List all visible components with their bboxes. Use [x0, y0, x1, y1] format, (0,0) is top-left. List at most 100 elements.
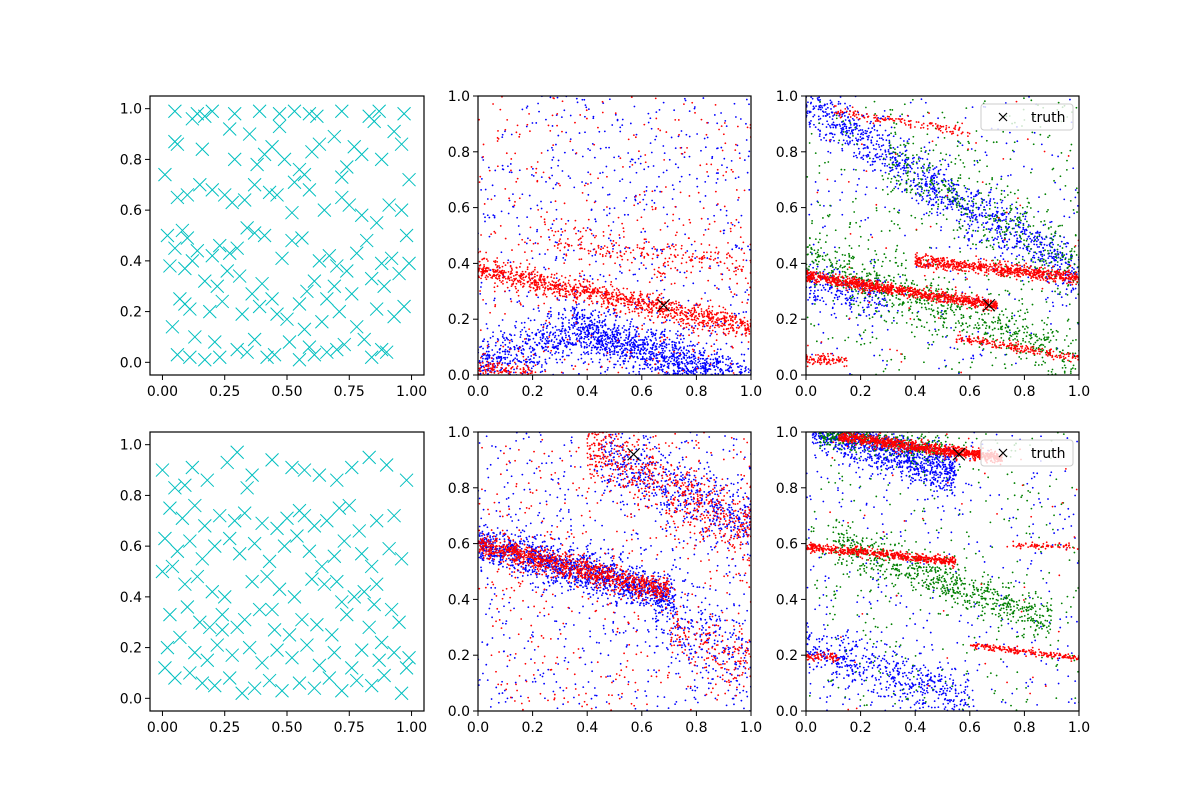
data-point [504, 128, 507, 131]
data-point [972, 205, 974, 208]
data-point [557, 159, 560, 162]
data-point [685, 326, 688, 329]
data-point [747, 347, 750, 350]
data-point [1016, 140, 1019, 143]
data-point-x-marker [327, 129, 342, 144]
data-point [577, 335, 580, 337]
data-point-x-marker [337, 337, 352, 352]
data-point [623, 324, 625, 327]
data-point [626, 341, 629, 344]
data-point [568, 319, 570, 322]
data-point [723, 319, 726, 322]
data-point [865, 186, 868, 189]
data-point [675, 332, 677, 335]
data-point [479, 293, 482, 295]
data-point [509, 333, 511, 336]
data-point [1031, 256, 1034, 259]
data-point [679, 324, 682, 327]
data-point [605, 307, 608, 310]
data-point [698, 350, 701, 352]
data-point [713, 343, 716, 346]
data-point [720, 125, 723, 128]
data-point [537, 281, 540, 284]
data-point [527, 339, 530, 342]
data-point [634, 273, 636, 276]
data-point [566, 341, 568, 343]
data-point [727, 367, 730, 370]
data-point [688, 356, 691, 359]
data-point-x-marker [225, 195, 240, 210]
data-point [548, 176, 551, 179]
data-point [675, 341, 677, 344]
data-point [606, 336, 609, 339]
data-point [688, 370, 691, 373]
data-point [619, 251, 622, 254]
data-point [552, 281, 555, 283]
data-point [655, 117, 658, 120]
data-point [938, 367, 940, 370]
data-point [650, 303, 653, 306]
data-point [532, 175, 535, 177]
data-point [663, 364, 666, 367]
data-point [658, 368, 661, 371]
data-point [622, 230, 625, 233]
data-point [683, 362, 686, 365]
data-point [522, 355, 525, 358]
data-point [880, 137, 883, 140]
data-point [627, 138, 630, 141]
data-point [541, 337, 544, 340]
data-point [546, 315, 549, 318]
data-point [485, 270, 488, 273]
data-point [744, 332, 747, 335]
data-point-x-marker [297, 167, 312, 182]
data-point [617, 298, 620, 301]
data-point [635, 307, 638, 310]
data-point [926, 158, 929, 161]
data-point [740, 368, 743, 371]
data-point [735, 116, 737, 118]
data-point [877, 156, 879, 159]
data-point [663, 330, 666, 333]
data-point [1008, 293, 1010, 296]
data-point [651, 190, 654, 193]
data-point [576, 290, 579, 292]
data-point [550, 201, 552, 204]
data-point [668, 319, 671, 322]
data-point [696, 343, 699, 346]
data-point [557, 311, 560, 314]
data-point [724, 363, 727, 366]
data-point [554, 183, 557, 186]
data-point [486, 327, 489, 330]
data-point [544, 338, 547, 340]
data-point [494, 169, 497, 172]
data-point [911, 197, 913, 200]
data-point [647, 121, 650, 124]
data-point [697, 317, 700, 320]
data-point [628, 340, 631, 343]
data-point [692, 354, 695, 356]
data-point [571, 306, 574, 308]
data-point [716, 333, 718, 336]
data-point [531, 174, 533, 176]
data-point [719, 361, 722, 364]
data-point [569, 138, 572, 141]
data-point [690, 271, 693, 274]
data-point [744, 369, 747, 372]
data-point [502, 282, 504, 285]
data-point [686, 367, 689, 370]
data-point [642, 264, 645, 266]
data-point [691, 259, 694, 262]
data-point [646, 295, 648, 298]
data-point [601, 344, 604, 347]
data-point [509, 362, 512, 365]
data-point [949, 346, 952, 349]
data-point [629, 344, 632, 347]
data-point [612, 328, 615, 330]
data-point [577, 244, 580, 247]
data-point [521, 270, 524, 273]
data-point [717, 252, 719, 255]
data-point [559, 332, 562, 335]
data-point [852, 168, 855, 171]
data-point [1013, 150, 1015, 153]
data-point [665, 346, 668, 349]
